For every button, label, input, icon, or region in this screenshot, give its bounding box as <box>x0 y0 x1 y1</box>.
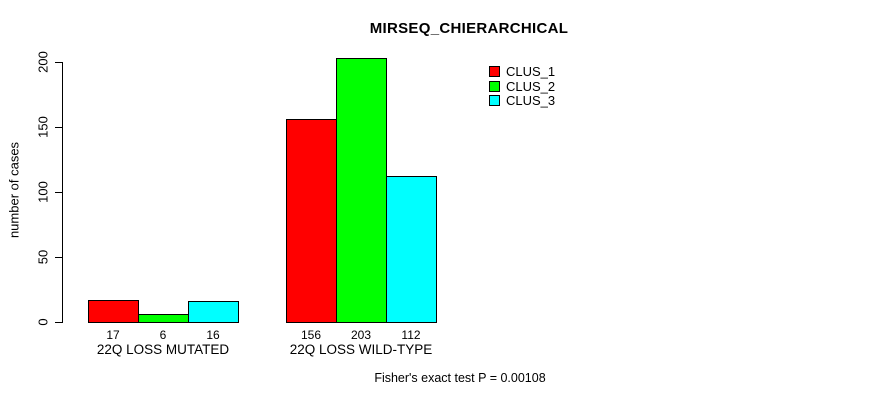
bar-clus_2-2 <box>336 58 387 323</box>
footer-annotation: Fisher's exact test P = 0.00108 <box>374 371 546 385</box>
bar-value-label: 16 <box>206 328 220 342</box>
legend-label: CLUS_3 <box>506 93 556 108</box>
y-axis-tick-mark <box>55 62 62 63</box>
y-axis-tick-mark <box>55 322 62 323</box>
bar-value-label: 156 <box>300 328 322 342</box>
group-label: 22Q LOSS MUTATED <box>96 342 230 357</box>
legend-row: CLUS_3 <box>489 93 556 108</box>
bar-clus_2-1 <box>138 314 189 323</box>
bar-value-label: 112 <box>401 328 421 342</box>
y-axis-line <box>62 62 63 323</box>
y-axis-tick-mark <box>55 127 62 128</box>
y-axis-tick-label-text: 50 <box>35 249 51 265</box>
bar-value-label: 17 <box>106 328 120 342</box>
legend-swatch-clus_1 <box>489 66 500 77</box>
bar-clus_1-1 <box>88 300 139 323</box>
legend-swatch-clus_3 <box>489 95 500 106</box>
legend-label: CLUS_1 <box>506 64 556 79</box>
legend-swatch-clus_2 <box>489 80 500 92</box>
group-label: 22Q LOSS WILD-TYPE <box>289 342 433 357</box>
bar-clus_1-2 <box>286 119 337 323</box>
y-axis-tick-label-text: 150 <box>35 116 51 138</box>
y-axis-tick-label-text: 100 <box>35 181 51 203</box>
bar-value-label: 6 <box>159 328 167 342</box>
legend-row: CLUS_2 <box>489 78 556 94</box>
y-axis-tick-label-text: 200 <box>35 51 51 73</box>
bar-clus_3-2 <box>386 176 437 323</box>
bar-value-label: 203 <box>350 328 372 342</box>
legend-row: CLUS_1 <box>489 64 556 79</box>
y-axis-tick-label-text: 0 <box>35 318 51 326</box>
legend: CLUS_1 CLUS_2 CLUS_3 <box>489 64 556 110</box>
bar-clus_3-1 <box>188 301 239 323</box>
y-axis-tick-mark <box>55 192 62 193</box>
chart-title: MIRSEQ_CHIERARCHICAL <box>369 20 569 37</box>
y-axis-tick-mark <box>55 257 62 258</box>
y-axis-title-text: number of cases <box>6 141 22 239</box>
legend-label: CLUS_2 <box>506 78 556 94</box>
